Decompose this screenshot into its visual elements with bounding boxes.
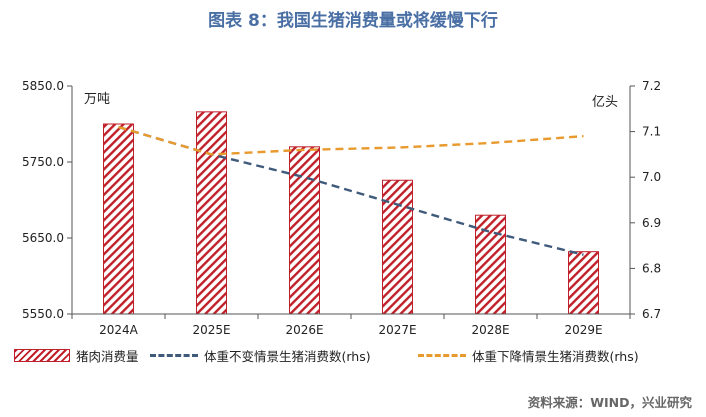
legend-item-constant-weight: 体重不变情景生猪消费数(rhs)	[150, 346, 371, 365]
y-left-tick-5750.0: 5750.0	[22, 155, 64, 169]
legend-label-constant-weight: 体重不变情景生猪消费数(rhs)	[204, 349, 371, 364]
y-right-tick-7.0: 7.0	[642, 170, 661, 184]
y-left-unit-label: 万吨	[84, 92, 110, 107]
legend-item-weight-decline: 体重下降情景生猪消费数(rhs)	[418, 346, 639, 365]
legend-label-pork: 猪肉消费量	[76, 349, 139, 364]
legend-item-pork: 猪肉消费量	[14, 346, 139, 365]
y-left-tick-5850.0: 5850.0	[22, 79, 64, 93]
legend-swatch-weight-decline	[418, 354, 466, 357]
bar-2028E	[475, 214, 506, 315]
chart-canvas: 5550.0 5650.0 5750.0 5850.0 6.7 6.8 6.9 7.0 7.1 7…	[22, 79, 661, 337]
y-right-tick-7.2: 7.2	[642, 79, 661, 93]
x-tick-2027E: 2027E	[378, 323, 416, 337]
series-line-2	[118, 125, 584, 156]
x-tick-2026E: 2026E	[285, 323, 323, 337]
y-right-tick-6.8: 6.8	[642, 261, 661, 275]
y-right-tick-6.9: 6.9	[642, 216, 661, 230]
y-right-tick-7.1: 7.1	[642, 125, 661, 139]
legend-swatch-constant-weight	[150, 354, 198, 357]
source-note: 资料来源：WIND，兴业研究	[527, 395, 692, 410]
bar-2024A	[103, 123, 134, 315]
x-tick-2024A: 2024A	[99, 323, 139, 337]
y-left-tick-5650.0: 5650.0	[22, 231, 64, 245]
legend-swatch-pork	[14, 349, 70, 362]
legend-label-weight-decline: 体重下降情景生猪消费数(rhs)	[472, 349, 639, 364]
x-tick-2028E: 2028E	[471, 323, 509, 337]
x-tick-2025E: 2025E	[192, 323, 230, 337]
x-tick-2029E: 2029E	[564, 323, 602, 337]
bar-2029E	[568, 251, 599, 315]
bar-2026E	[289, 146, 320, 315]
chart-title: 图表 8：我国生猪消费量或将缓慢下行	[208, 11, 498, 31]
chart-legend: 猪肉消费量 体重不变情景生猪消费数(rhs) 体重下降情景生猪消费数(rhs)	[0, 346, 706, 366]
bar-2025E	[196, 111, 227, 315]
series-line-1	[118, 125, 584, 256]
y-right-unit-label: 亿头	[592, 95, 618, 110]
y-right-tick-6.7: 6.7	[642, 307, 661, 321]
y-left-tick-5550.0: 5550.0	[22, 307, 64, 321]
